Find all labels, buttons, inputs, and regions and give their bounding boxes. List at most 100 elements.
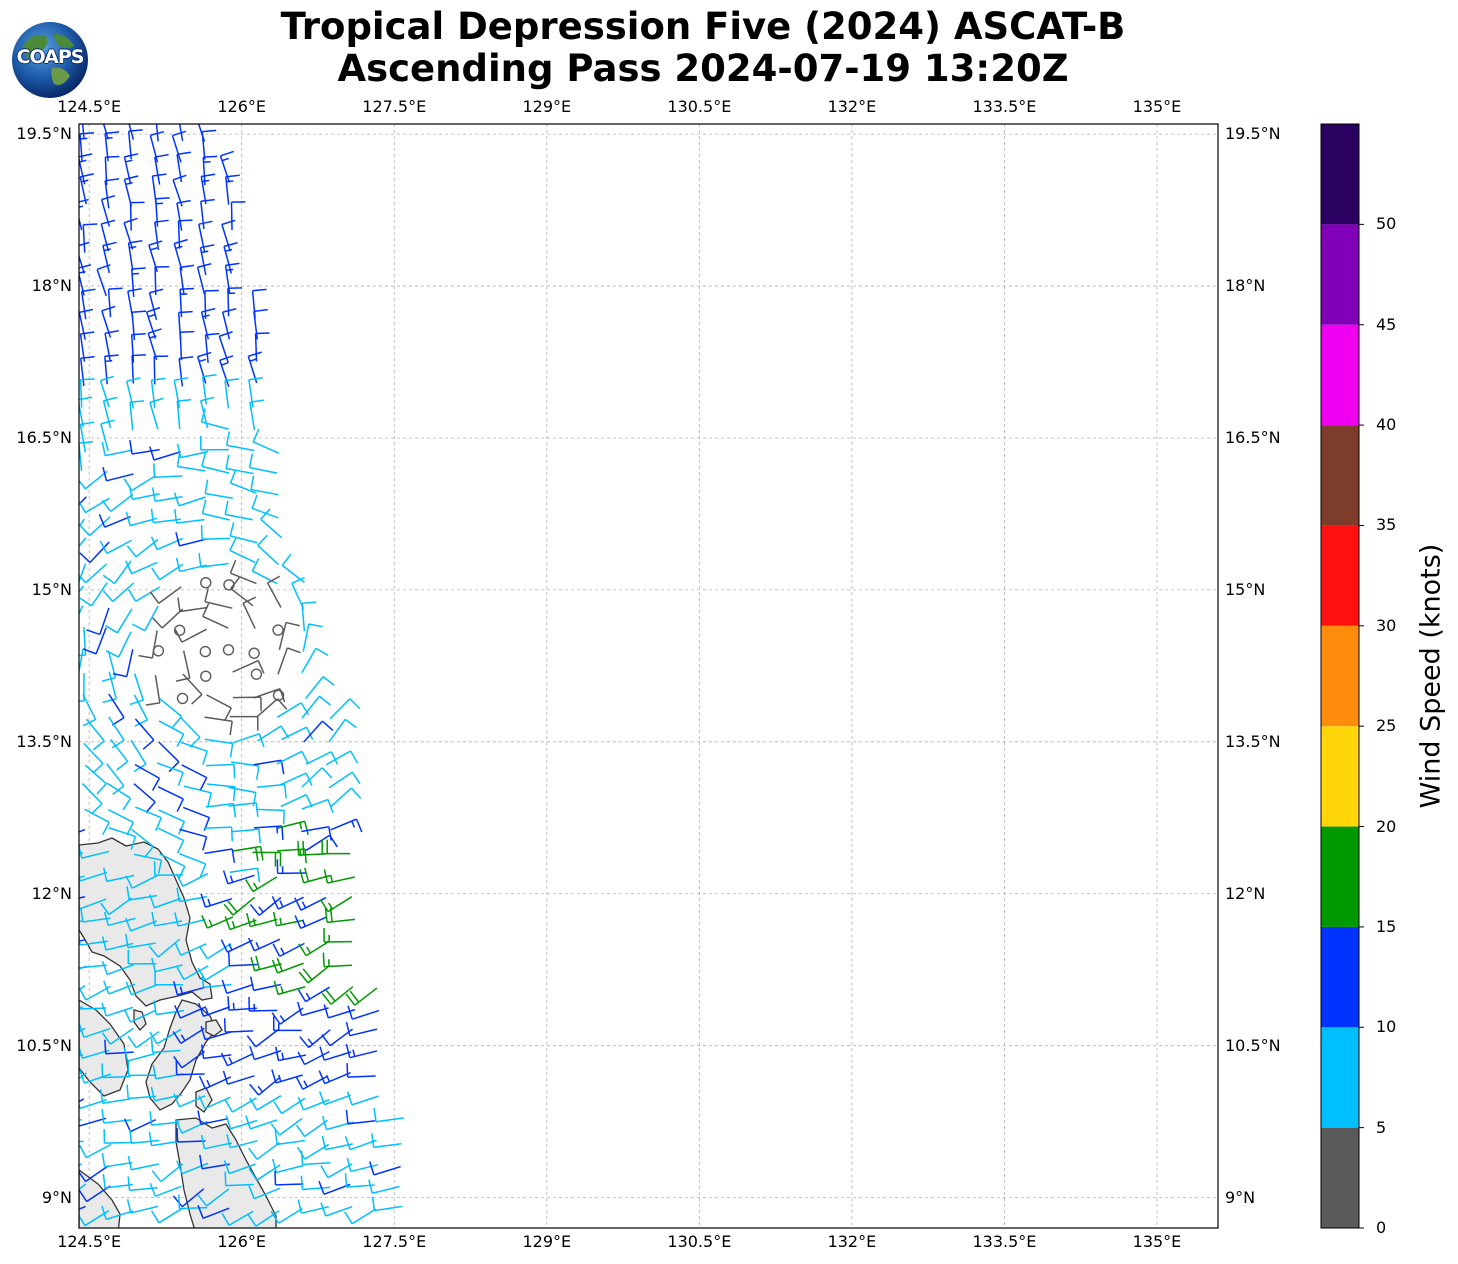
wind-barb — [108, 716, 125, 749]
wind-barb — [145, 306, 161, 339]
wind-barb — [106, 782, 132, 811]
colorbar-label-35: 35 — [1376, 515, 1397, 535]
map-frame — [78, 123, 1219, 1229]
wind-barb — [158, 741, 180, 773]
wind-barb — [347, 1005, 380, 1020]
wind-barb — [129, 400, 144, 431]
wind-barb — [303, 720, 334, 743]
colorbar-label-45: 45 — [1376, 314, 1397, 334]
wind-barb — [127, 586, 161, 603]
wind-barb — [371, 1196, 403, 1212]
lat-tick-right-1: 18°N — [1225, 276, 1266, 296]
wind-barb — [154, 970, 184, 986]
wind-barb — [180, 741, 208, 765]
colorbar-bin-5-10 — [1321, 1027, 1359, 1128]
wind-barb — [300, 1175, 331, 1191]
wind-barb — [219, 355, 234, 388]
wind-barb — [256, 783, 287, 799]
wind-barb — [151, 957, 183, 973]
wind-barb — [271, 1158, 304, 1174]
wind-barb — [82, 627, 107, 655]
wind-barb — [79, 920, 83, 923]
wind-barb — [103, 867, 135, 883]
wind-barb — [79, 241, 90, 274]
wind-barb — [129, 1129, 160, 1144]
wind-barb — [156, 762, 184, 786]
wind-barb — [179, 853, 207, 878]
wind-barb — [130, 828, 154, 859]
wind-barb — [134, 806, 162, 831]
wind-barb — [153, 861, 183, 876]
wind-barb — [232, 733, 265, 748]
land-biliran — [195, 1087, 213, 1113]
wind-barb — [149, 586, 182, 604]
wind-barb — [200, 1134, 233, 1150]
wind-barb — [202, 603, 229, 629]
wind-barb — [179, 828, 208, 851]
wind-barb — [101, 1152, 133, 1168]
wind-barb — [200, 408, 229, 430]
wind-barb — [82, 223, 98, 253]
wind-barb — [79, 496, 87, 506]
lon-tick-top-0: 124.5°E — [57, 97, 122, 116]
colorbar-bin-30-35 — [1321, 525, 1359, 626]
wind-barb — [204, 479, 233, 499]
wind-barb — [79, 896, 86, 899]
colorbar — [1320, 123, 1364, 1229]
wind-barb — [204, 289, 219, 319]
wind-barb — [173, 1093, 206, 1108]
wind-barb — [197, 1204, 230, 1219]
wind-barb — [79, 828, 86, 833]
wind-barb — [125, 560, 158, 575]
colorbar-bin-20-25 — [1321, 726, 1359, 827]
wind-barb — [149, 894, 182, 909]
wind-barb — [103, 911, 136, 927]
wind-barb — [159, 853, 186, 880]
wind-barb — [200, 1025, 233, 1041]
wind-barb — [172, 1027, 205, 1044]
wind-barb — [149, 1182, 182, 1197]
wind-barb — [245, 1115, 278, 1130]
colorbar-label-15: 15 — [1376, 916, 1397, 936]
wind-barb — [149, 1111, 180, 1126]
wind-barb — [177, 597, 208, 613]
wind-barb — [229, 867, 261, 883]
wind-barb — [270, 1207, 303, 1224]
wind-barb — [99, 375, 115, 408]
wind-barb — [319, 1046, 352, 1061]
wind-barb — [149, 1028, 182, 1045]
wind-barb — [101, 936, 134, 951]
wind-barb — [79, 1023, 111, 1039]
wind-barb — [125, 981, 158, 996]
wind-barb — [132, 605, 159, 632]
wind-barb — [155, 124, 159, 142]
wind-barb — [79, 1162, 83, 1167]
wind-barb — [206, 763, 236, 779]
wind-barb — [79, 939, 86, 942]
wind-barb — [127, 129, 143, 160]
wind-barb — [198, 553, 229, 568]
wind-barb — [176, 399, 192, 429]
wind-barb — [178, 356, 194, 387]
lat-tick-left-0: 19.5°N — [16, 124, 72, 144]
wind-barb — [154, 219, 169, 250]
wind-barb — [126, 1084, 157, 1100]
colorbar-label-50: 50 — [1376, 214, 1397, 234]
wind-barb — [148, 938, 181, 958]
wind-barb — [101, 493, 134, 513]
wind-barb — [127, 240, 143, 271]
wind-barb — [273, 1097, 306, 1115]
wind-barb — [158, 720, 185, 747]
wind-barb — [229, 537, 256, 564]
wind-barb — [346, 1157, 379, 1173]
wind-barb — [271, 1007, 304, 1025]
wind-barb — [253, 825, 284, 841]
colorbar-label-25: 25 — [1376, 716, 1397, 736]
wind-barb — [297, 1001, 329, 1017]
wind-barb — [203, 826, 233, 842]
wind-barb — [229, 522, 258, 544]
wind-barb — [222, 1070, 255, 1085]
wind-barb — [79, 516, 111, 537]
wind-barb — [151, 487, 183, 503]
wind-barb — [224, 1097, 257, 1113]
